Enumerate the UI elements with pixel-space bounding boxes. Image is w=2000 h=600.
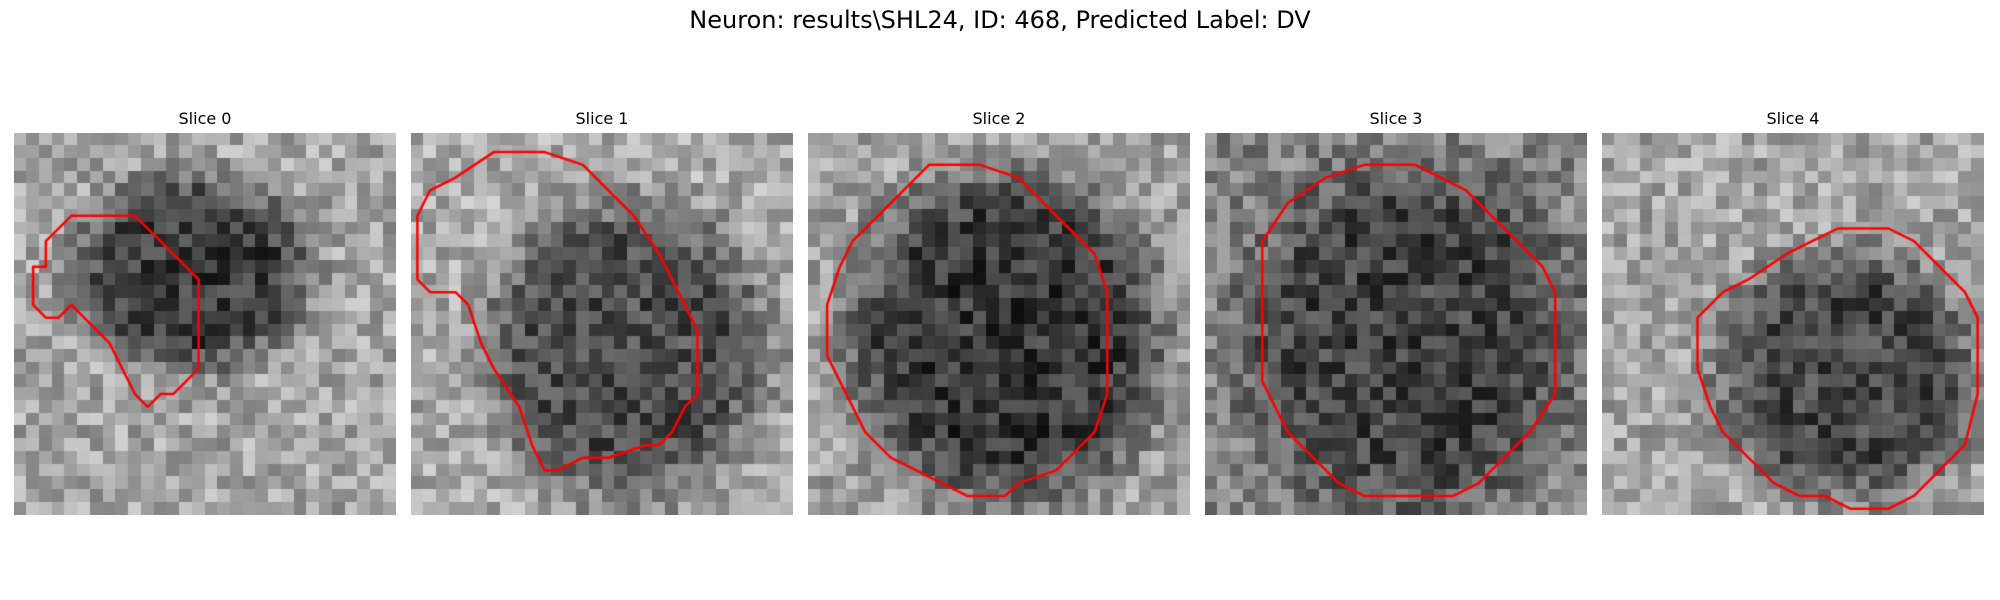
slice-title-2: Slice 2 xyxy=(972,109,1026,128)
slice-title-4: Slice 4 xyxy=(1766,109,1820,128)
slice-panel-2: Slice 2 xyxy=(808,105,1190,515)
slice-image-3 xyxy=(1205,133,1587,515)
slice-panel-1: Slice 1 xyxy=(411,105,793,515)
slice-title-0: Slice 0 xyxy=(178,109,232,128)
slice-panel-0: Slice 0 xyxy=(14,105,396,515)
slice-title-1: Slice 1 xyxy=(575,109,629,128)
slice-title-3: Slice 3 xyxy=(1369,109,1423,128)
figure-title: Neuron: results\SHL24, ID: 468, Predicte… xyxy=(689,6,1311,34)
slice-panel-3: Slice 3 xyxy=(1205,105,1587,515)
slice-image-4 xyxy=(1602,133,1984,515)
slice-panel-4: Slice 4 xyxy=(1602,105,1984,515)
slice-image-2 xyxy=(808,133,1190,515)
slice-image-0 xyxy=(14,133,396,515)
slice-image-1 xyxy=(411,133,793,515)
